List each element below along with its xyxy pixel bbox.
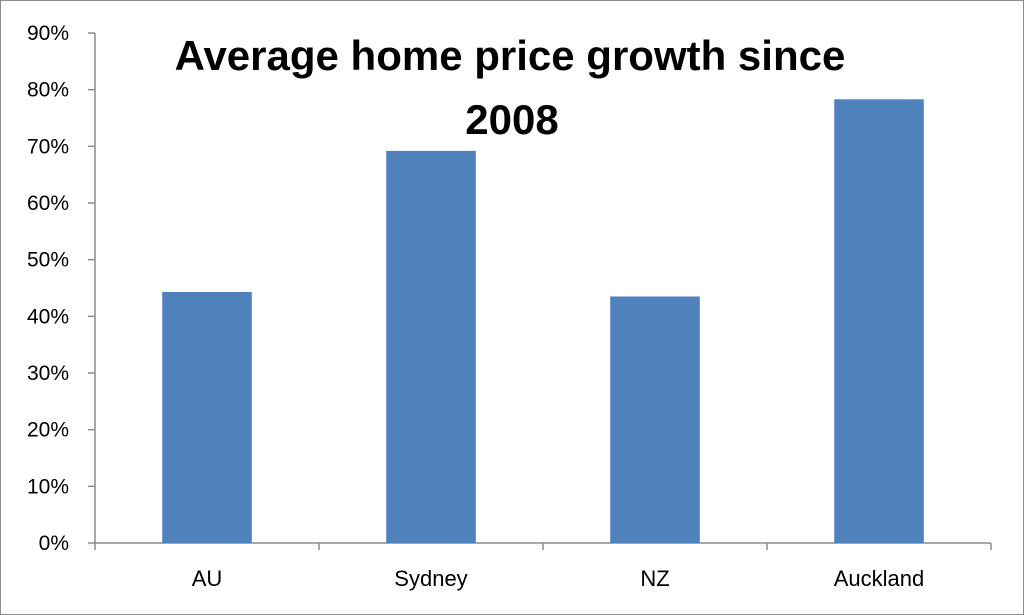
y-tick-label: 40% xyxy=(27,305,69,328)
y-tick-label: 30% xyxy=(27,362,69,385)
x-category-label: Auckland xyxy=(834,566,925,591)
x-category-label: NZ xyxy=(640,566,669,591)
x-category-label: Sydney xyxy=(394,566,467,591)
y-tick-label: 60% xyxy=(27,192,69,215)
bar-au xyxy=(162,291,252,543)
chart-labels: 0% 10% 20% 30% 40% 50% 60% 70% 80% 90% AU Sydney NZ A… xyxy=(27,22,924,591)
bar-nz xyxy=(610,296,700,543)
chart-title-line-1: Average home price growth since xyxy=(175,32,846,79)
y-tick-label: 90% xyxy=(27,22,69,45)
bar-auckland xyxy=(834,99,924,544)
bar-sydney xyxy=(386,150,476,543)
y-tick-label: 70% xyxy=(27,135,69,158)
y-tick-label: 80% xyxy=(27,79,69,102)
x-category-label: AU xyxy=(192,566,223,591)
y-tick-label: 50% xyxy=(27,249,69,272)
chart-title-line-2: 2008 xyxy=(465,96,558,143)
y-tick-label: 10% xyxy=(27,475,69,498)
y-tick-label: 20% xyxy=(27,419,69,442)
y-tick-label: 0% xyxy=(39,532,69,555)
chart-bars xyxy=(162,99,924,544)
